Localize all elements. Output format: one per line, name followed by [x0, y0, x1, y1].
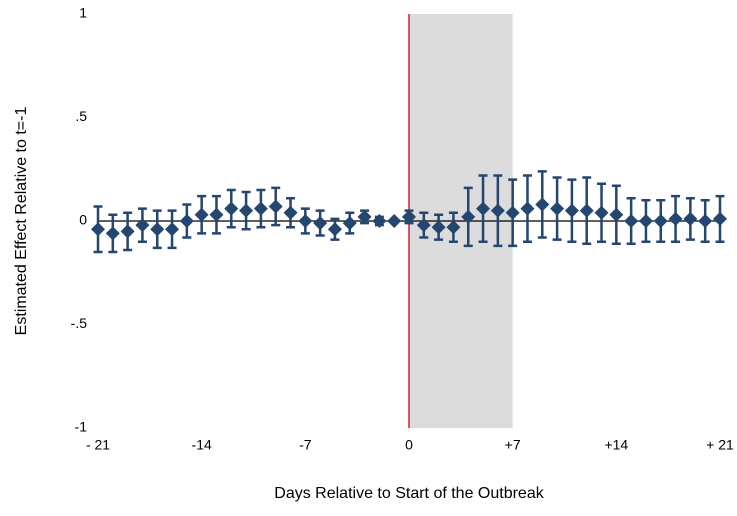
- x-tick-label: + 21: [706, 437, 734, 453]
- point: [668, 211, 683, 226]
- y-axis-label: Estimated Effect Relative to t=-1: [13, 107, 30, 336]
- y-tick-label: 1: [79, 5, 87, 21]
- point: [683, 211, 698, 226]
- point: [387, 214, 402, 228]
- point: [209, 207, 224, 222]
- point: [416, 218, 431, 233]
- x-tick-label: - 21: [86, 437, 110, 453]
- point: [476, 201, 491, 216]
- point: [550, 201, 565, 216]
- point: [431, 220, 446, 235]
- y-tick-label: .5: [75, 108, 87, 124]
- point: [594, 205, 609, 220]
- y-tick-label: -.5: [71, 315, 88, 331]
- point: [638, 214, 653, 228]
- x-tick-label: 0: [405, 437, 413, 453]
- point: [91, 222, 105, 237]
- point: [253, 201, 268, 216]
- x-tick-label: -14: [192, 437, 212, 453]
- point: [653, 214, 668, 228]
- point: [150, 222, 165, 237]
- point: [490, 203, 505, 218]
- point: [283, 205, 298, 220]
- x-tick-label: +14: [604, 437, 628, 453]
- point: [446, 220, 461, 235]
- point: [135, 218, 150, 233]
- point: [120, 224, 135, 239]
- point: [402, 209, 416, 224]
- point: [698, 214, 713, 228]
- y-tick-label: -1: [75, 419, 88, 435]
- point: [461, 209, 476, 224]
- point: [372, 214, 387, 228]
- point: [298, 214, 313, 228]
- point: [224, 201, 239, 216]
- point: [268, 199, 283, 214]
- point: [165, 222, 180, 237]
- point: [313, 216, 328, 231]
- point: [357, 209, 372, 224]
- x-tick-label: -7: [299, 437, 312, 453]
- point: [105, 226, 120, 241]
- x-axis-label: Days Relative to Start of the Outbreak: [274, 485, 544, 502]
- y-tick-label: 0: [79, 212, 87, 228]
- point: [342, 216, 357, 231]
- point: [194, 207, 209, 222]
- point: [579, 203, 594, 218]
- point: [609, 207, 624, 222]
- point: [327, 222, 342, 237]
- point: [179, 214, 194, 228]
- point: [239, 203, 254, 218]
- point: [535, 197, 550, 212]
- point: [520, 201, 535, 216]
- point: [624, 214, 639, 228]
- point: [505, 205, 520, 220]
- point: [564, 203, 579, 218]
- point: [713, 211, 727, 226]
- x-tick-label: +7: [505, 437, 521, 453]
